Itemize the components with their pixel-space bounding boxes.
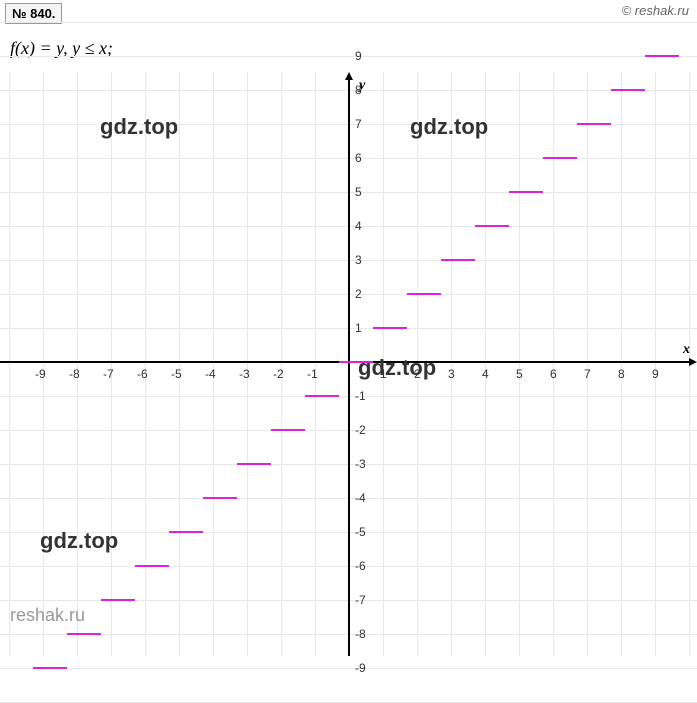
grid-line-vertical [621,72,622,656]
grid-line-vertical [281,72,282,656]
watermark: gdz.top [358,355,436,381]
grid-line-vertical [179,72,180,656]
grid-line-vertical [111,72,112,656]
copyright: © reshak.ru [622,3,689,18]
grid-line-vertical [9,72,10,656]
grid-line-vertical [43,72,44,656]
x-axis-label: -9 [35,367,46,381]
y-axis-label: 4 [355,219,362,233]
step-segment [135,565,169,567]
grid-line-vertical [553,72,554,656]
problem-number: № 840. [5,3,62,24]
grid-line-vertical [519,72,520,656]
grid-line-vertical [587,72,588,656]
x-axis-label: -4 [205,367,216,381]
x-axis-label: -7 [103,367,114,381]
y-axis-label: -2 [355,423,366,437]
step-chart: -9-8-7-6-5-4-3-2-1123456789-9-8-7-6-5-4-… [0,72,697,656]
x-axis-label: 9 [652,367,659,381]
y-axis-label: -6 [355,559,366,573]
y-axis-label: 5 [355,185,362,199]
grid-line-horizontal [0,668,697,669]
x-axis-label: 5 [516,367,523,381]
step-segment [441,259,475,261]
x-axis-label: -1 [307,367,318,381]
x-axis-title: x [683,342,690,358]
y-axis-label: -3 [355,457,366,471]
grid-line-vertical [315,72,316,656]
x-axis-label: -2 [273,367,284,381]
watermark: gdz.top [40,528,118,554]
step-segment [407,293,441,295]
step-segment [169,531,203,533]
step-segment [67,633,101,635]
grid-line-vertical [485,72,486,656]
grid-line-horizontal [0,56,697,57]
y-axis-label: -9 [355,661,366,675]
y-axis-arrow [345,72,353,80]
grid-line-vertical [451,72,452,656]
y-axis-label: -4 [355,491,366,505]
y-axis-label: 7 [355,117,362,131]
step-segment [305,395,339,397]
grid-line-vertical [247,72,248,656]
y-axis-label: -1 [355,389,366,403]
step-segment [509,191,543,193]
step-segment [271,429,305,431]
y-axis-label: -7 [355,593,366,607]
x-axis-label: 3 [448,367,455,381]
y-axis-label: 6 [355,151,362,165]
step-segment [645,55,679,57]
grid-line-horizontal [0,22,697,23]
step-segment [101,599,135,601]
y-axis [348,80,350,656]
step-segment [373,327,407,329]
y-axis-label: -8 [355,627,366,641]
y-axis-title: y [359,78,365,94]
x-axis-label: -8 [69,367,80,381]
x-axis-label: 6 [550,367,557,381]
step-segment [33,667,67,669]
grid-line-vertical [213,72,214,656]
grid-line-vertical [77,72,78,656]
step-segment [543,157,577,159]
x-axis-arrow [689,358,697,366]
x-axis-label: -5 [171,367,182,381]
x-axis-label: -6 [137,367,148,381]
step-segment [611,89,645,91]
watermark: gdz.top [100,114,178,140]
brand-watermark: reshak.ru [10,605,85,626]
grid-line-vertical [145,72,146,656]
step-segment [577,123,611,125]
step-segment [475,225,509,227]
y-axis-label: 2 [355,287,362,301]
y-axis-label: 1 [355,321,362,335]
watermark: gdz.top [410,114,488,140]
x-axis-label: -3 [239,367,250,381]
x-axis-label: 7 [584,367,591,381]
y-axis-label: 9 [355,49,362,63]
x-axis-label: 4 [482,367,489,381]
grid-line-vertical [655,72,656,656]
y-axis-label: -5 [355,525,366,539]
x-axis-label: 8 [618,367,625,381]
y-axis-label: 3 [355,253,362,267]
step-segment [203,497,237,499]
step-segment [237,463,271,465]
